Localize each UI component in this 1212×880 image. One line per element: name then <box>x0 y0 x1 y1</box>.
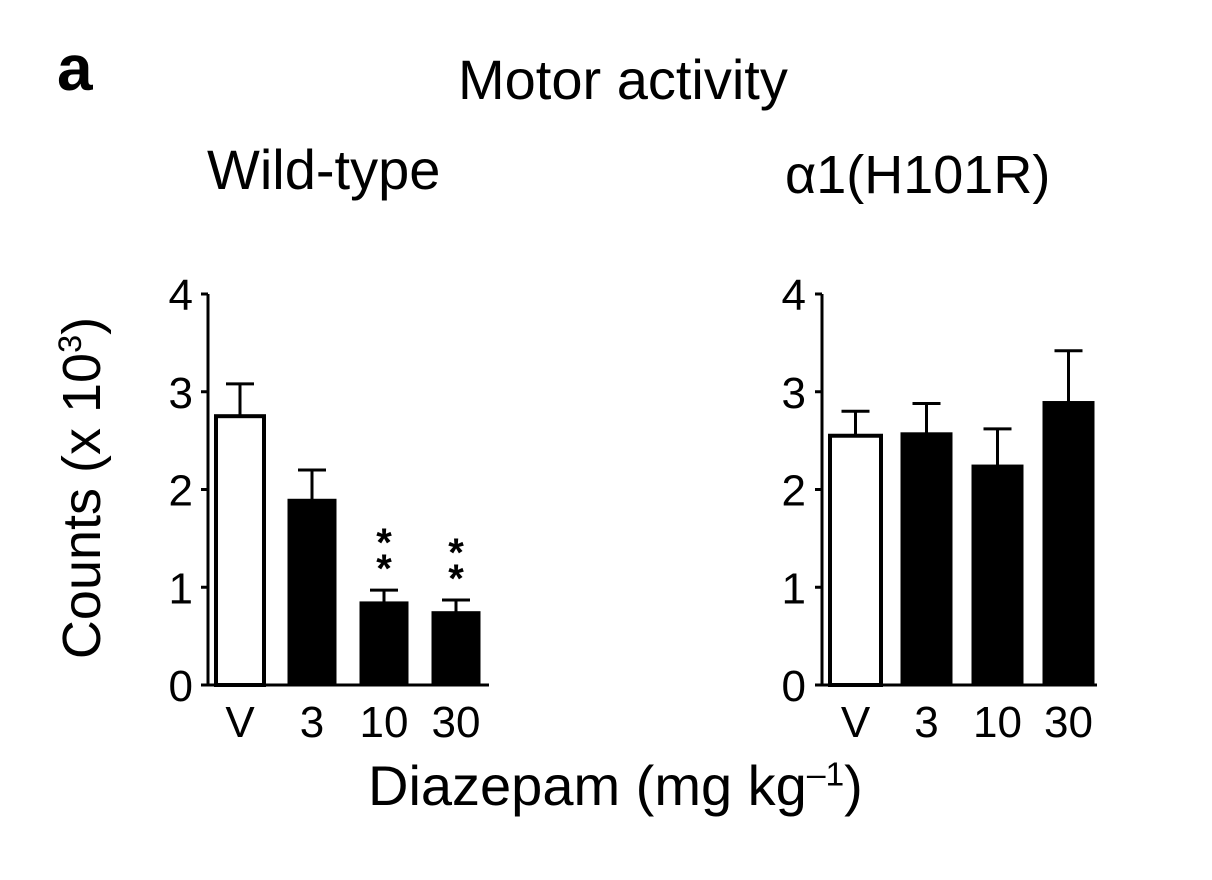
bar-diazepam <box>971 464 1024 686</box>
y-tick-label: 0 <box>782 662 806 711</box>
chart-title-alpha1-h101r: α1(H101R) <box>785 145 1051 205</box>
significance-asterisk: * <box>376 521 392 565</box>
x-tick-label: 3 <box>914 698 938 747</box>
y-tick-label: 2 <box>782 467 806 516</box>
chart-title-wild-type: Wild-type <box>207 138 441 201</box>
significance-asterisk: * <box>448 531 464 575</box>
significance-asterisk: * <box>376 547 392 591</box>
bar-vehicle <box>214 414 266 687</box>
x-tick-label: 10 <box>360 698 409 747</box>
figure-title: Motor activity <box>458 48 788 111</box>
bar-diazepam <box>359 601 409 686</box>
panel-letter: a <box>57 32 93 104</box>
bar-diazepam <box>900 432 953 686</box>
x-tick-label: 3 <box>300 698 324 747</box>
bar-diazepam <box>287 498 337 686</box>
y-tick-label: 1 <box>169 564 193 613</box>
y-tick-label: 1 <box>782 564 806 613</box>
x-axis-label-end: ) <box>844 754 863 817</box>
x-axis-label: Diazepam (mg kg–1) <box>368 758 863 814</box>
y-tick-label: 4 <box>169 271 193 320</box>
bar-vehicle <box>828 433 883 687</box>
x-tick-label: 30 <box>1044 698 1093 747</box>
y-tick-label: 0 <box>169 662 193 711</box>
x-tick-label: V <box>841 698 871 747</box>
x-axis-label-main: Diazepam (mg kg <box>368 754 807 817</box>
y-tick-label: 3 <box>169 369 193 418</box>
y-tick-label: 4 <box>782 271 806 320</box>
x-tick-label: 30 <box>432 698 481 747</box>
significance-asterisk: * <box>448 557 464 601</box>
x-tick-label: V <box>225 698 255 747</box>
x-tick-label: 10 <box>973 698 1022 747</box>
x-axis-label-exponent: –1 <box>806 756 845 794</box>
bar-diazepam <box>1042 401 1095 686</box>
y-tick-label: 2 <box>169 467 193 516</box>
y-tick-label: 3 <box>782 369 806 418</box>
bar-diazepam <box>431 611 481 686</box>
